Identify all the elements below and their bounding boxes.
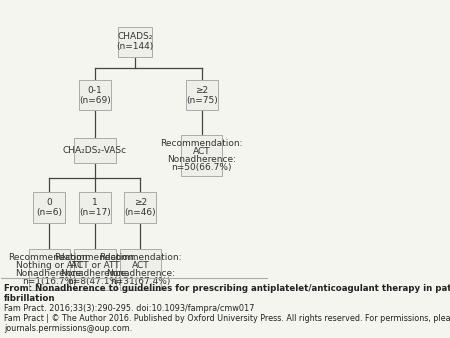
Text: CHADS₂: CHADS₂ (117, 32, 153, 41)
FancyBboxPatch shape (124, 192, 156, 223)
Text: Recommendation:: Recommendation: (161, 139, 243, 148)
FancyBboxPatch shape (33, 192, 66, 223)
Text: 1: 1 (92, 198, 98, 207)
Text: Nonadherence:: Nonadherence: (167, 155, 236, 164)
Text: n=1(16.7%): n=1(16.7%) (22, 277, 77, 286)
Text: (n=144): (n=144) (116, 42, 153, 51)
Text: Nonadherence:: Nonadherence: (15, 269, 84, 278)
Text: ≥2: ≥2 (134, 198, 147, 207)
FancyBboxPatch shape (79, 80, 111, 110)
Text: fibrillation: fibrillation (4, 294, 55, 303)
Text: n=50(66.7%): n=50(66.7%) (171, 163, 232, 172)
Text: (n=17): (n=17) (79, 208, 111, 217)
FancyBboxPatch shape (120, 249, 161, 290)
Text: 0: 0 (47, 198, 52, 207)
Text: From: Nonadherence to guidelines for prescribing antiplatelet/anticoagulant ther: From: Nonadherence to guidelines for pre… (4, 284, 450, 293)
Text: ACT: ACT (193, 147, 211, 156)
Text: 0-1: 0-1 (87, 86, 102, 95)
Text: (n=6): (n=6) (36, 208, 63, 217)
Text: (n=46): (n=46) (125, 208, 156, 217)
Text: n=8(47.1%): n=8(47.1%) (68, 277, 122, 286)
FancyBboxPatch shape (181, 136, 222, 176)
FancyBboxPatch shape (79, 192, 111, 223)
Text: ACT or ATT: ACT or ATT (71, 261, 119, 270)
Text: journals.permissions@oup.com.: journals.permissions@oup.com. (4, 324, 132, 333)
Text: Recommendation:: Recommendation: (54, 253, 136, 262)
FancyBboxPatch shape (117, 26, 152, 57)
Text: Recommendation:: Recommendation: (99, 253, 181, 262)
Text: Fam Pract | © The Author 2016. Published by Oxford University Press. All rights : Fam Pract | © The Author 2016. Published… (4, 314, 450, 323)
Text: (n=75): (n=75) (186, 96, 218, 105)
Text: (n=69): (n=69) (79, 96, 111, 105)
Text: Nonadherence:: Nonadherence: (60, 269, 130, 278)
Text: CHA₂DS₂-VASc: CHA₂DS₂-VASc (63, 146, 127, 155)
Text: ACT: ACT (131, 261, 149, 270)
Text: n=31(67.4%): n=31(67.4%) (110, 277, 171, 286)
FancyBboxPatch shape (74, 249, 116, 290)
Text: Fam Pract. 2016;33(3):290-295. doi:10.1093/fampra/cmw017: Fam Pract. 2016;33(3):290-295. doi:10.10… (4, 304, 254, 313)
Text: Nothing or ATT: Nothing or ATT (16, 261, 83, 270)
FancyBboxPatch shape (186, 80, 218, 110)
FancyBboxPatch shape (74, 138, 116, 163)
Text: Nonadherence:: Nonadherence: (106, 269, 175, 278)
FancyBboxPatch shape (29, 249, 70, 290)
Text: Recommendation:: Recommendation: (8, 253, 91, 262)
Text: ≥2: ≥2 (195, 86, 208, 95)
